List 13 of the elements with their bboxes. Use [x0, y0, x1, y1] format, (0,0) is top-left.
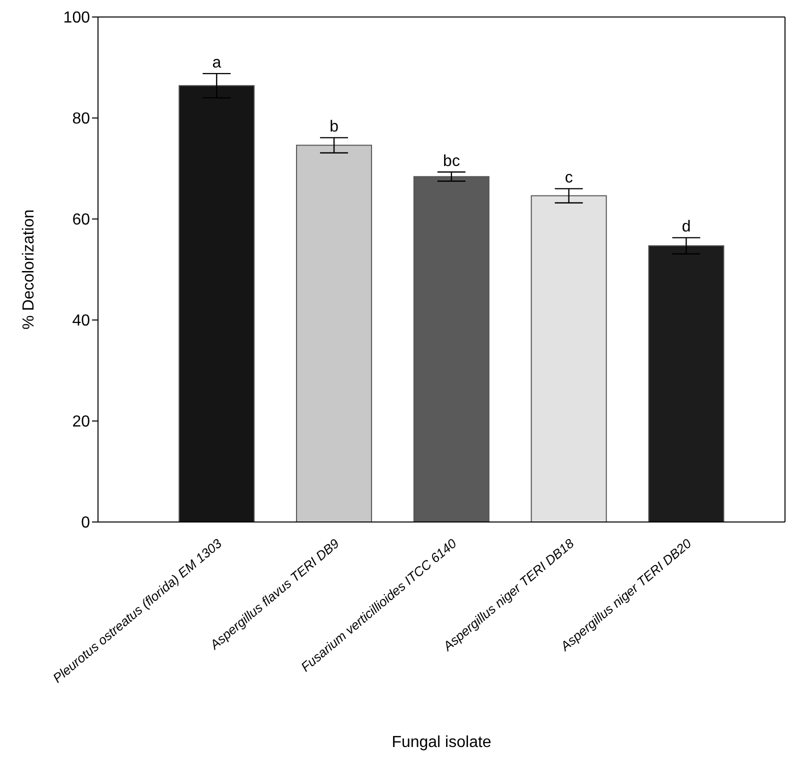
y-tick-label: 80	[72, 110, 90, 128]
x-axis-title: Fungal isolate	[392, 734, 492, 751]
annotation: a	[212, 54, 222, 72]
annotation: c	[564, 170, 573, 187]
y-tick-label: 0	[81, 514, 90, 532]
annotation: d	[682, 218, 691, 236]
y-tick-label: 60	[72, 212, 90, 229]
y-tick-label: 20	[72, 414, 90, 431]
annotation: bc	[443, 153, 460, 170]
y-tick-label: 40	[72, 312, 90, 330]
annotation: b	[330, 118, 339, 136]
y-tick-label: 100	[63, 10, 90, 27]
y-axis-title: % Decolorization	[20, 209, 38, 330]
